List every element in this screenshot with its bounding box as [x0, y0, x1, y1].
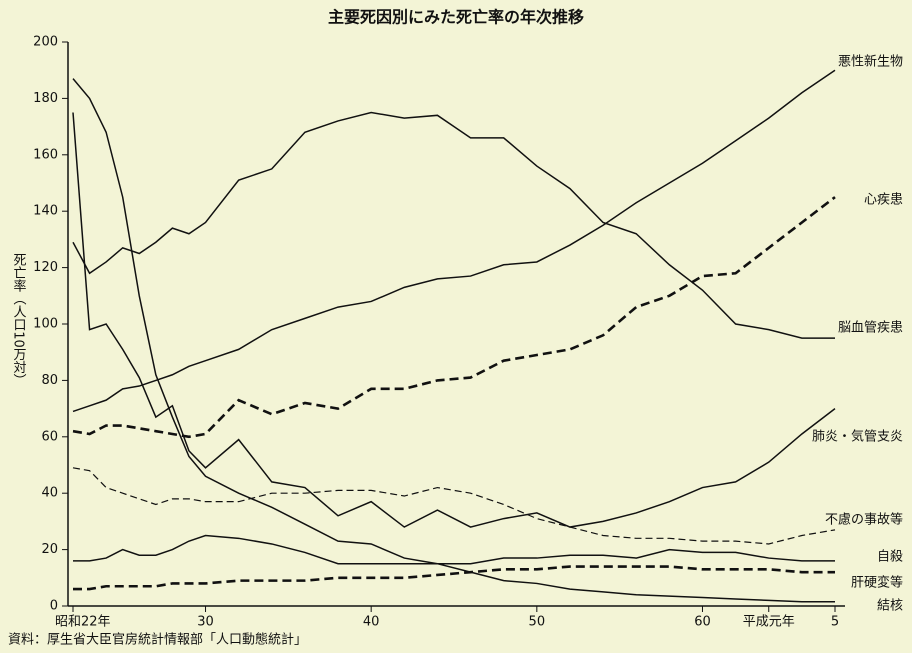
chart-title: 主要死因別にみた死亡率の年次推移 [328, 8, 584, 27]
series-line [72, 111, 835, 339]
series-line [72, 69, 836, 413]
x-tick-label: 50 [529, 615, 546, 630]
x-tick-label: 昭和22年 [55, 615, 111, 630]
series-line [73, 565, 835, 591]
legend-label: 不慮の事故等 [825, 512, 903, 528]
y-tick-label: 200 [33, 35, 58, 50]
y-tick-label: 100 [33, 317, 58, 332]
legend-label: 脳血管疾患 [838, 321, 903, 336]
series-line [73, 534, 835, 565]
x-tick-label: 30 [197, 615, 214, 630]
legend-label: 肺炎・気管支炎 [812, 429, 903, 445]
series-line [72, 112, 836, 528]
y-tick-label: 20 [41, 542, 58, 557]
y-tick-label: 60 [41, 429, 58, 444]
y-tick-label: 40 [41, 486, 58, 501]
y-axis-label: 死亡率（人口10万対） [11, 253, 27, 387]
x-tick-label: 平成元年 [743, 615, 795, 630]
y-tick-label: 180 [33, 91, 58, 106]
x-tick-label: 40 [363, 615, 380, 630]
y-tick-label: 80 [41, 373, 58, 388]
legend-label: 心疾患 [864, 193, 903, 208]
source-note: 資料：厚生省大臣官房統計情報部「人口動態統計」 [8, 632, 307, 648]
x-tick-label: 5 [831, 615, 839, 630]
legend-label: 悪性新生物 [838, 54, 903, 70]
x-tick-label: 60 [694, 615, 711, 630]
y-tick-label: 0 [50, 599, 58, 614]
legend-label: 自殺 [877, 550, 903, 565]
legend-label: 結核 [877, 599, 903, 614]
legend-label: 肝硬変等 [851, 575, 903, 591]
series-line [72, 78, 835, 603]
y-tick-label: 140 [33, 204, 58, 219]
y-tick-label: 160 [33, 147, 58, 162]
y-tick-label: 120 [33, 260, 58, 275]
series-line [72, 196, 836, 439]
